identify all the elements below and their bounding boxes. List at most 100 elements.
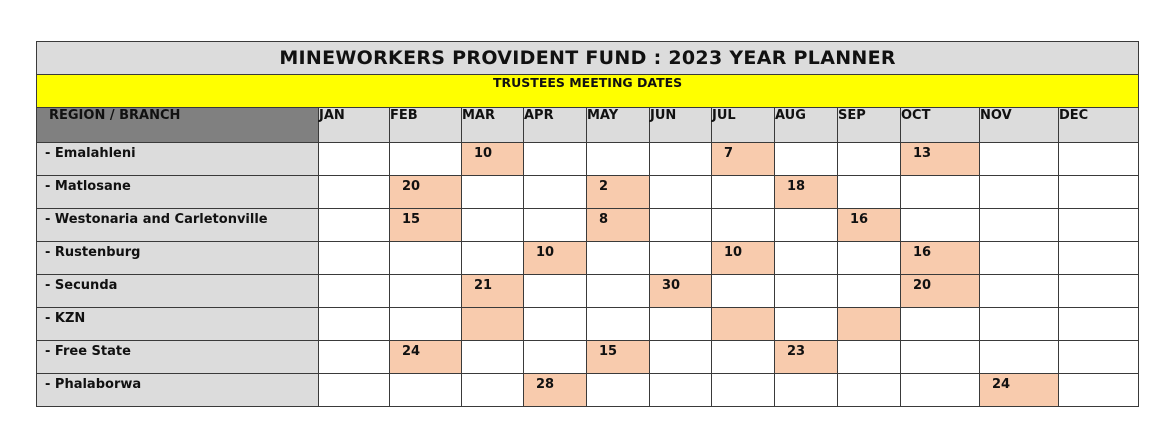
date-cell-jan — [318, 175, 390, 209]
date-cell-nov — [979, 241, 1059, 275]
date-cell-mar — [461, 307, 524, 341]
year-planner-table: MINEWORKERS PROVIDENT FUND : 2023 YEAR P… — [35, 41, 1140, 407]
date-cell-jan — [318, 241, 390, 275]
table-row: - Phalaborwa 28 24 — [36, 373, 1140, 407]
date-cell-apr — [523, 307, 587, 341]
date-cell-jun — [649, 175, 712, 209]
date-cell-oct: 16 — [900, 241, 980, 275]
date-cell-jan — [318, 340, 390, 374]
month-header-jan: JAN — [318, 107, 390, 143]
date-cell-apr — [523, 274, 587, 308]
date-cell-mar — [461, 175, 524, 209]
date-cell-jul — [711, 340, 775, 374]
planner-subtitle: TRUSTEES MEETING DATES — [35, 74, 1140, 108]
date-cell-sep — [837, 307, 901, 341]
date-cell-may — [586, 142, 650, 176]
date-cell-dec — [1057, 208, 1140, 242]
date-cell-may — [586, 307, 650, 341]
date-cell-feb — [389, 373, 462, 407]
month-header-mar: MAR — [461, 107, 524, 143]
date-cell-jul — [711, 274, 775, 308]
date-cell-dec — [1057, 241, 1140, 275]
date-cell-dec — [1057, 307, 1140, 341]
date-cell-jan — [318, 208, 390, 242]
date-cell-mar — [461, 208, 524, 242]
date-cell-mar: 21 — [461, 274, 524, 308]
table-row: - Secunda 21 30 20 — [36, 274, 1140, 308]
date-cell-may: 8 — [586, 208, 650, 242]
date-cell-sep — [837, 175, 901, 209]
date-cell-jun: 30 — [649, 274, 712, 308]
table-row: - Matlosane 20 2 18 — [36, 175, 1140, 209]
date-cell-oct — [900, 208, 980, 242]
date-cell-may — [586, 373, 650, 407]
region-label: - Free State — [36, 340, 319, 374]
date-cell-jan — [318, 307, 390, 341]
date-cell-jul — [711, 307, 775, 341]
planner-body: - Emalahleni 10 7 13- Matlosane 20 2 18- Westo… — [36, 142, 1140, 407]
date-cell-dec — [1057, 175, 1140, 209]
date-cell-jun — [649, 373, 712, 407]
date-cell-sep: 16 — [837, 208, 901, 242]
date-cell-feb — [389, 307, 462, 341]
region-label: - Secunda — [36, 274, 319, 308]
date-cell-sep — [837, 274, 901, 308]
date-cell-oct — [900, 307, 980, 341]
date-cell-jul — [711, 175, 775, 209]
date-cell-feb — [389, 274, 462, 308]
date-cell-aug: 18 — [774, 175, 838, 209]
region-label: - KZN — [36, 307, 319, 341]
date-cell-dec — [1057, 142, 1140, 176]
region-label: - Matlosane — [36, 175, 319, 209]
table-row: - Rustenburg 10 10 16 — [36, 241, 1140, 275]
date-cell-nov — [979, 307, 1059, 341]
date-cell-oct — [900, 340, 980, 374]
table-row: - Emalahleni 10 7 13 — [36, 142, 1140, 176]
date-cell-sep — [837, 373, 901, 407]
month-header-jun: JUN — [649, 107, 712, 143]
date-cell-jun — [649, 142, 712, 176]
date-cell-apr — [523, 340, 587, 374]
date-cell-nov: 24 — [979, 373, 1059, 407]
month-header-nov: NOV — [979, 107, 1059, 143]
date-cell-jan — [318, 274, 390, 308]
month-header-may: MAY — [586, 107, 650, 143]
date-cell-jun — [649, 340, 712, 374]
table-row: - KZN — [36, 307, 1140, 341]
month-header-aug: AUG — [774, 107, 838, 143]
date-cell-may: 2 — [586, 175, 650, 209]
month-header-apr: APR — [523, 107, 587, 143]
date-cell-jul — [711, 373, 775, 407]
date-cell-apr — [523, 175, 587, 209]
month-header-dec: DEC — [1057, 107, 1140, 143]
region-label: - Emalahleni — [36, 142, 319, 176]
month-header-jul: JUL — [711, 107, 775, 143]
date-cell-aug — [774, 208, 838, 242]
date-cell-aug — [774, 307, 838, 341]
date-cell-feb: 24 — [389, 340, 462, 374]
date-cell-oct: 13 — [900, 142, 980, 176]
date-cell-aug — [774, 241, 838, 275]
planner-title: MINEWORKERS PROVIDENT FUND : 2023 YEAR P… — [35, 41, 1140, 75]
date-cell-sep — [837, 241, 901, 275]
date-cell-may — [586, 274, 650, 308]
month-header-feb: FEB — [389, 107, 462, 143]
date-cell-jan — [318, 142, 390, 176]
date-cell-mar — [461, 340, 524, 374]
date-cell-oct — [900, 175, 980, 209]
date-cell-apr: 10 — [523, 241, 587, 275]
date-cell-nov — [979, 175, 1059, 209]
date-cell-feb: 15 — [389, 208, 462, 242]
table-row: - Free State 24 15 23 — [36, 340, 1140, 374]
date-cell-mar — [461, 373, 524, 407]
date-cell-aug — [774, 274, 838, 308]
date-cell-jun — [649, 307, 712, 341]
month-header-sep: SEP — [837, 107, 901, 143]
region-label: - Rustenburg — [36, 241, 319, 275]
date-cell-jul: 7 — [711, 142, 775, 176]
date-cell-may: 15 — [586, 340, 650, 374]
date-cell-may — [586, 241, 650, 275]
month-header-row: REGION / BRANCH JAN FEB MAR APR MAY JUN JUL AUG… — [36, 107, 1140, 143]
date-cell-apr — [523, 208, 587, 242]
date-cell-sep — [837, 142, 901, 176]
